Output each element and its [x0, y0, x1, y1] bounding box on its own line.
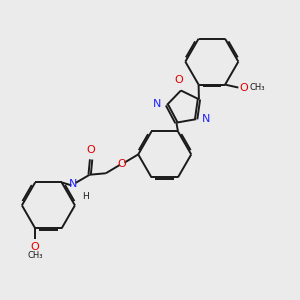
- Text: O: O: [239, 82, 248, 93]
- Text: O: O: [174, 76, 183, 85]
- Text: O: O: [31, 242, 40, 252]
- Text: CH₃: CH₃: [250, 83, 265, 92]
- Text: CH₃: CH₃: [27, 251, 43, 260]
- Text: O: O: [87, 145, 95, 155]
- Text: N: N: [202, 114, 210, 124]
- Text: N: N: [69, 179, 78, 189]
- Text: O: O: [118, 159, 126, 169]
- Text: H: H: [82, 191, 88, 200]
- Text: N: N: [153, 99, 161, 109]
